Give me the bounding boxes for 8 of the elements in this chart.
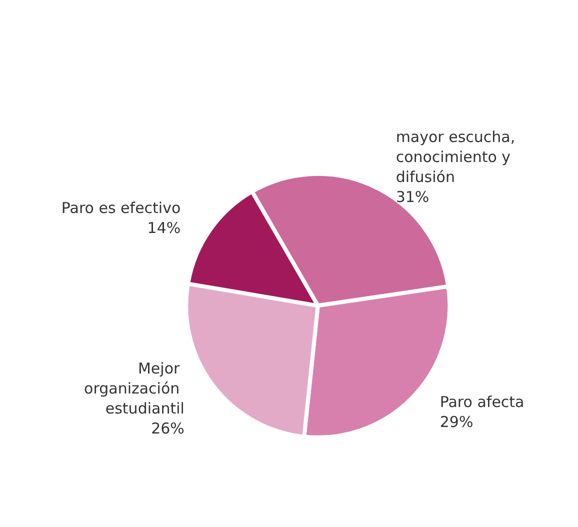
data-label: 26% xyxy=(151,420,184,438)
data-label: 31% xyxy=(396,188,430,206)
data-label: 14% xyxy=(147,218,181,237)
data-label: 29% xyxy=(440,413,474,432)
slice-label: Paro es efectivo xyxy=(61,198,181,217)
slice-label: mayor escucha, conocimiento y difusión xyxy=(396,128,520,186)
slice-label: Mejor organización estudiantil xyxy=(84,360,184,418)
slice-label: Paro afecta xyxy=(440,393,524,412)
